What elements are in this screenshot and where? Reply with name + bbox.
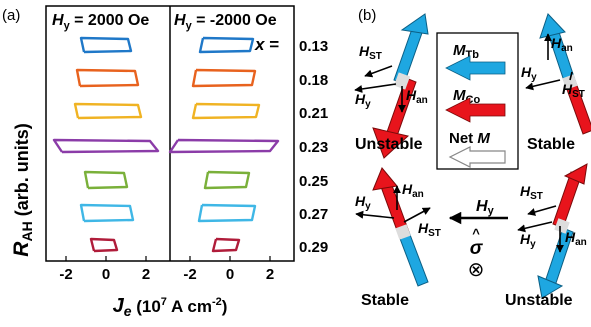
net-m-arrow [448, 146, 506, 168]
hy-label: Hy [521, 64, 537, 83]
hysteresis-loop [83, 170, 129, 190]
composition-label: 0.23 [299, 139, 328, 156]
hysteresis-loop [52, 138, 160, 154]
magnet-bottom-right [537, 163, 588, 299]
state-label: Unstable [505, 292, 573, 309]
right-header: Hy = -2000 Oe [174, 12, 277, 32]
hst-label: HST [418, 220, 441, 239]
composition-label: 0.29 [299, 239, 328, 256]
x-tick-labels: -2 0 2 -2 0 2 [59, 266, 274, 283]
legend-box [436, 32, 519, 170]
composition-label: 0.13 [299, 38, 328, 55]
panel-b-label: (b) [358, 7, 376, 24]
composition-label: 0.18 [299, 72, 328, 89]
hy-arrow [517, 221, 553, 233]
hysteresis-loop [191, 68, 257, 88]
x-tick-label: -2 [59, 266, 72, 283]
otimes-icon: ⊗ [468, 259, 485, 281]
hysteresis-loop [211, 237, 241, 253]
hysteresis-loop [73, 102, 143, 120]
x-tick-label: 2 [266, 266, 274, 283]
hysteresis-loop [191, 102, 261, 120]
composition-labels: 0.13 0.18 0.21 0.23 0.25 0.27 0.29 [299, 38, 328, 256]
hst-label: HST [359, 43, 382, 62]
hysteresis-loops [52, 36, 280, 253]
x-ticks [65, 256, 271, 261]
hysteresis-loop [89, 237, 119, 253]
han-label: Han [402, 181, 424, 200]
hst-label: HST [562, 81, 585, 100]
magnet-top-right [539, 13, 591, 135]
x-tick-label: 0 [226, 266, 234, 283]
hy-arrow [355, 210, 395, 219]
han-label: Han [406, 87, 428, 106]
external-hy-label: Hy [476, 198, 495, 217]
state-label: Stable [361, 292, 409, 309]
hysteresis-loop [168, 138, 280, 154]
hysteresis-loop [203, 170, 251, 190]
hst-arrow [364, 65, 393, 78]
hy-label: Hy [355, 91, 371, 110]
mtb-arrow [445, 55, 506, 81]
hysteresis-loop [198, 36, 255, 54]
hysteresis-loop [79, 203, 135, 223]
hy-arrow [525, 79, 561, 91]
hst-arrow [403, 207, 431, 223]
hy-label: Hy [520, 231, 536, 250]
hysteresis-loop [75, 68, 140, 88]
hst-arrow [527, 205, 557, 216]
hysteresis-loop [79, 36, 133, 54]
panel-a-label: (a) [2, 7, 20, 24]
hy-label: Hy [355, 193, 371, 212]
composition-label: 0.27 [299, 206, 328, 223]
x-tick-label: 0 [102, 266, 110, 283]
x-tick-label: -2 [183, 266, 196, 283]
legend-net-label: Net M [449, 130, 490, 147]
left-header: Hy = 2000 Oe [52, 12, 149, 32]
svg-text:RAH (arb. units): RAH (arb. units) [10, 123, 35, 256]
magnet-bottom-left [372, 167, 429, 287]
x-variable-label: x = [254, 35, 279, 54]
y-axis-label: RAH (arb. units) [10, 123, 35, 256]
x-tick-label: 2 [142, 266, 150, 283]
mco-arrow [445, 97, 506, 123]
hy-arrow [354, 83, 397, 93]
composition-label: 0.25 [299, 173, 328, 190]
sigma-symbol: σ [470, 238, 484, 259]
hysteresis-loop [197, 203, 257, 223]
x-axis-label: Je (107 A cm-2) [113, 295, 228, 319]
composition-label: 0.21 [299, 105, 328, 122]
hst-arrow [569, 71, 573, 81]
han-label: Han [565, 229, 587, 248]
state-label: Unstable [355, 136, 423, 153]
sigma-hat: ^ [472, 226, 480, 241]
han-label: Han [551, 35, 573, 54]
state-label: Stable [527, 136, 575, 153]
hst-label: HST [520, 183, 543, 202]
